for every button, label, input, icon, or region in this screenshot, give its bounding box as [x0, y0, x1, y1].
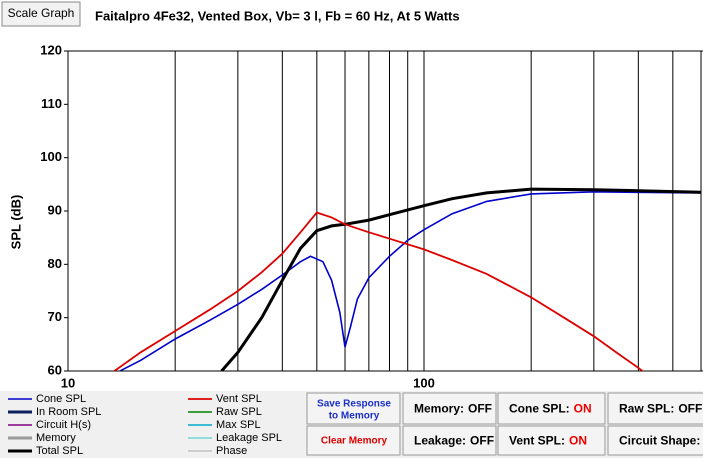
toggle-text: Memory: OFF	[414, 402, 492, 416]
toggle-button[interactable]	[497, 425, 606, 456]
toggle-label: Circuit Shape:	[619, 434, 700, 448]
toggle-text: Circuit Shape:C	[619, 434, 703, 448]
legend-label: Leakage SPL	[216, 432, 282, 444]
button-label: Save Response	[317, 399, 391, 410]
toggle-button[interactable]	[497, 392, 606, 425]
legend-label: Raw SPL	[216, 406, 262, 418]
toggle-text: Vent SPL: ON	[509, 434, 587, 448]
toggle-label: Cone SPL:	[509, 402, 570, 416]
save-memory-button[interactable]	[306, 392, 401, 425]
y-tick-label: 80	[48, 256, 62, 271]
plot-lines	[113, 187, 702, 371]
toggle-label: Memory:	[414, 402, 464, 416]
toggle-state: OFF	[470, 434, 494, 448]
y-tick-label: 60	[48, 362, 62, 377]
button-label: Scale Graph	[8, 6, 75, 20]
y-tick-label: 90	[48, 202, 62, 217]
legend-label: Total SPL	[36, 445, 83, 457]
y-tick-label: 70	[48, 309, 62, 324]
toggle-text: Raw SPL: OFF	[619, 402, 702, 416]
toggle-button[interactable]	[607, 425, 703, 456]
y-tick-label: 120	[40, 42, 62, 57]
y-tick-label: 110	[41, 96, 62, 111]
toggle-state: OFF	[468, 402, 492, 416]
legend-label: Cone SPL	[36, 393, 86, 405]
toggle-text: Cone SPL: ON	[509, 402, 592, 416]
toggle-state: OFF	[678, 402, 702, 416]
clear-memory-button[interactable]	[306, 425, 401, 456]
button-label: Clear Memory	[321, 436, 388, 447]
toggle-label: Raw SPL:	[619, 402, 674, 416]
chart-title: Faitalpro 4Fe32, Vented Box, Vb= 3 l, Fb…	[95, 8, 460, 23]
toggle-label: Leakage:	[414, 434, 466, 448]
y-axis-label: SPL (dB)	[8, 195, 23, 250]
toggle-button[interactable]	[402, 392, 497, 425]
x-tick-label: 100	[413, 375, 435, 390]
legend-label: Memory	[36, 432, 76, 444]
toggle-state: ON	[569, 434, 587, 448]
toggle-button[interactable]	[402, 425, 497, 456]
toggle-text: Leakage: OFF	[414, 434, 494, 448]
scale-graph-button[interactable]	[1, 1, 81, 27]
series-line	[220, 187, 702, 371]
legend-label: In Room SPL	[36, 406, 101, 418]
button-label: to Memory	[329, 411, 380, 422]
x-tick-label: 10	[61, 375, 75, 390]
y-tick-label: 100	[40, 149, 62, 164]
legend-label: Vent SPL	[216, 393, 262, 405]
legend-label: Max SPL	[216, 419, 261, 431]
toggle-label: Vent SPL:	[509, 434, 565, 448]
legend-label: Circuit H(s)	[36, 419, 91, 431]
legend-label: Phase	[216, 445, 247, 457]
toggle-button[interactable]	[607, 392, 703, 425]
series-line	[113, 211, 644, 371]
toggle-state: ON	[574, 402, 592, 416]
series-line	[119, 190, 702, 371]
